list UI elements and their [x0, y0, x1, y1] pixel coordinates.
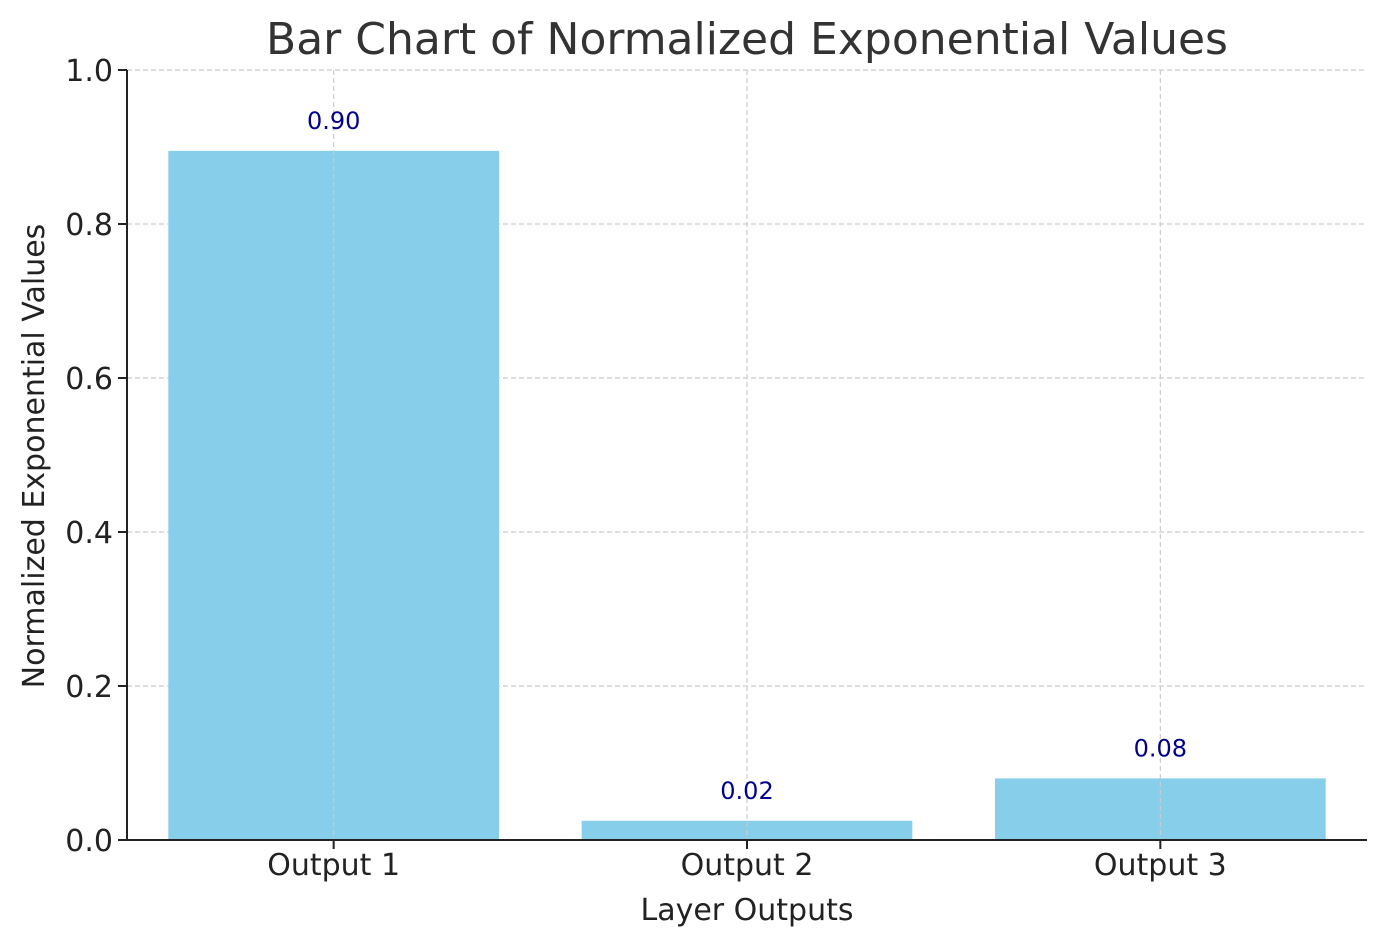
- data-label-1: 0.90: [307, 107, 360, 135]
- x-tick-label-1: Output 1: [267, 848, 400, 883]
- ticks-layer: 0.0 0.2 0.4 0.6 0.8 1.0 Output 1 Output 2 Output…: [65, 54, 1226, 883]
- data-label-3: 0.08: [1134, 734, 1187, 762]
- y-tick-label-4: 0.8: [65, 208, 113, 243]
- y-tick-label-2: 0.4: [65, 516, 113, 551]
- y-axis-title: Normalized Exponential Values: [17, 224, 52, 689]
- y-tick-label-0: 0.0: [65, 824, 113, 859]
- y-tick-label-1: 0.2: [65, 670, 113, 705]
- x-tick-label-2: Output 2: [681, 848, 814, 883]
- data-labels-layer: 0.90 0.02 0.08: [307, 107, 1187, 805]
- y-tick-label-5: 1.0: [65, 54, 113, 89]
- x-tick-label-3: Output 3: [1094, 848, 1227, 883]
- data-label-2: 0.02: [720, 777, 773, 805]
- y-tick-label-3: 0.6: [65, 362, 113, 397]
- vertical-grid-layer: [333, 70, 1161, 840]
- x-axis-title: Layer Outputs: [640, 893, 853, 928]
- chart-title: Bar Chart of Normalized Exponential Valu…: [266, 14, 1228, 65]
